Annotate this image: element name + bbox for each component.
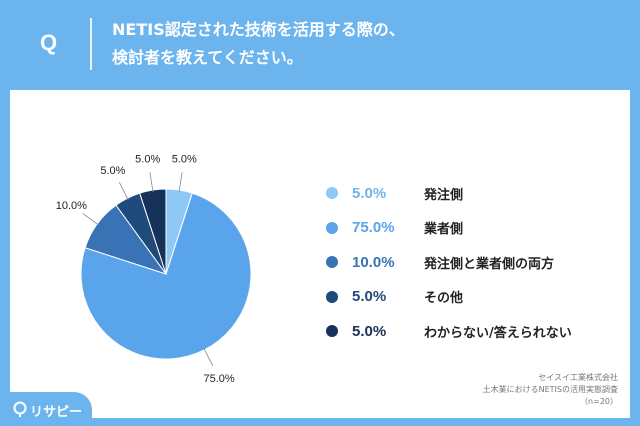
question-header: Q NETIS認定された技術を活用する際の、 検討者を教えてください。 bbox=[0, 0, 640, 88]
legend-value: 5.0% bbox=[352, 184, 387, 202]
slice-leader-line bbox=[149, 172, 154, 193]
legend-dot bbox=[326, 325, 338, 338]
source-company: セイスイ工業株式会社 bbox=[538, 373, 618, 382]
legend-item: 5.0% 発注側 bbox=[322, 176, 622, 211]
slice-value-label: 5.0% bbox=[135, 153, 160, 165]
chart-legend: 5.0% 発注側 75.0% 業者側 10.0% 発注側と業者側の両方 5.0% その他 5.0… bbox=[322, 176, 622, 349]
brand-logo: リサピー bbox=[0, 392, 92, 426]
slice-value-label: 5.0% bbox=[100, 165, 125, 177]
source-sample: （n=20） bbox=[580, 397, 618, 406]
legend-label: 発注側と業者側の両方 bbox=[424, 256, 555, 272]
legend-item: 5.0% わからない/答えられない bbox=[322, 314, 622, 349]
legend-value: 5.0% bbox=[352, 288, 387, 306]
legend-dot bbox=[326, 187, 338, 200]
question-line-1: NETIS認定された技術を活用する際の、 bbox=[112, 20, 405, 39]
legend-value: 75.0% bbox=[352, 219, 395, 237]
slice-value-label: 10.0% bbox=[56, 200, 87, 212]
legend-value: 5.0% bbox=[352, 322, 387, 340]
source-survey: 土木業におけるNETISの活用実態調査 bbox=[482, 385, 618, 394]
legend-dot bbox=[326, 221, 338, 234]
legend-label: わからない/答えられない bbox=[424, 325, 572, 341]
legend-label: 発注側 bbox=[424, 187, 464, 203]
slice-leader-line bbox=[82, 213, 100, 226]
legend-dot bbox=[326, 290, 338, 303]
slice-leader-line bbox=[118, 182, 129, 201]
legend-item: 5.0% その他 bbox=[322, 280, 622, 315]
slice-leader-line bbox=[178, 172, 183, 193]
source-note: セイスイ工業株式会社 土木業におけるNETISの活用実態調査 （n=20） bbox=[398, 372, 618, 408]
question-line-2: 検討者を教えてください。 bbox=[112, 48, 303, 67]
legend-item: 75.0% 業者側 bbox=[322, 211, 622, 246]
pin-icon bbox=[13, 401, 27, 417]
legend-label: その他 bbox=[424, 291, 464, 307]
slice-leader-line bbox=[203, 347, 214, 366]
logo-text: リサピー bbox=[30, 405, 83, 420]
slice-value-label: 75.0% bbox=[204, 373, 235, 385]
legend-label: 業者側 bbox=[424, 222, 464, 238]
legend-value: 10.0% bbox=[352, 253, 395, 271]
question-mark: Q bbox=[40, 30, 58, 55]
slice-value-label: 5.0% bbox=[172, 153, 197, 165]
legend-dot bbox=[326, 256, 338, 269]
question-text: NETIS認定された技術を活用する際の、 検討者を教えてください。 bbox=[112, 16, 622, 72]
header-divider bbox=[90, 18, 92, 70]
legend-item: 10.0% 発注側と業者側の両方 bbox=[322, 245, 622, 280]
